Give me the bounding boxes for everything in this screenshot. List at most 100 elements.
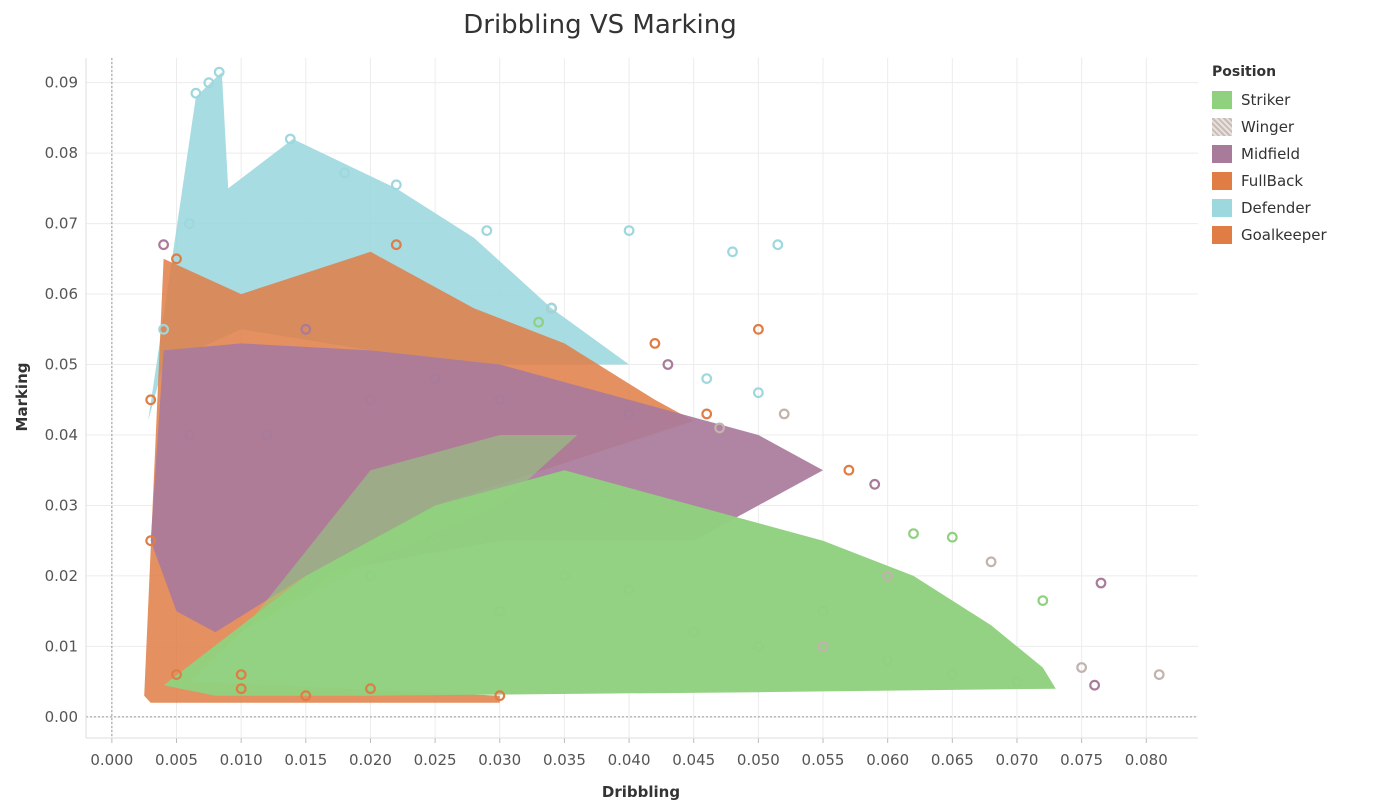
point-defender — [390, 179, 402, 191]
legend-item-goalkeeper[interactable]: Goalkeeper — [1212, 221, 1327, 248]
legend-swatch — [1212, 171, 1232, 190]
point-fullback — [145, 394, 157, 406]
chart-title: Dribbling VS Marking — [463, 10, 737, 40]
x-tick-label: 0.050 — [737, 751, 780, 769]
point-defender — [158, 323, 170, 335]
x-tick-label: 0.020 — [349, 751, 392, 769]
point-midfield — [183, 429, 195, 441]
legend-swatch — [1212, 144, 1232, 163]
legend-swatch — [1212, 198, 1232, 217]
y-tick-label: 0.06 — [45, 285, 78, 303]
point-striker — [623, 584, 635, 596]
point-fullback — [171, 253, 182, 265]
y-tick-label: 0.00 — [45, 708, 78, 726]
legend-label: Winger — [1241, 117, 1295, 136]
x-tick-label: 0.075 — [1060, 751, 1103, 769]
point-midfield — [429, 373, 441, 385]
x-tick-label: 0.000 — [90, 751, 133, 769]
legend-label: FullBack — [1241, 171, 1304, 190]
point-winger — [1076, 662, 1087, 673]
point-midfield — [662, 359, 674, 370]
legend-label: Midfield — [1241, 144, 1300, 163]
point-cloud-striker — [241, 435, 578, 633]
point-fullback — [701, 408, 713, 420]
point-defender — [284, 133, 296, 145]
legend-swatch — [1212, 225, 1232, 244]
legend-item-midfield[interactable]: Midfield — [1212, 140, 1327, 167]
point-midfield — [623, 408, 635, 420]
x-tick-label: 0.025 — [414, 751, 457, 769]
x-tick-label: 0.010 — [220, 751, 263, 769]
point-striker — [882, 655, 894, 666]
point-defender — [772, 239, 784, 251]
point-clouds — [144, 72, 1056, 703]
point-winger — [985, 556, 997, 568]
y-axis-label: Marking — [13, 363, 31, 432]
x-axis-label: Dribbling — [602, 783, 680, 801]
y-tick-label: 0.03 — [45, 496, 78, 514]
point-winger — [778, 408, 790, 420]
point-striker — [688, 626, 700, 638]
point-midfield — [261, 429, 273, 441]
point-defender — [203, 77, 215, 89]
x-tick-label: 0.005 — [155, 751, 198, 769]
point-midfield — [869, 478, 881, 490]
x-tick-label: 0.045 — [672, 751, 715, 769]
point-defender — [546, 302, 557, 314]
point-midfield — [494, 394, 506, 406]
point-striker — [1011, 676, 1023, 687]
point-goalkeeper — [300, 690, 312, 702]
point-winger — [817, 641, 829, 652]
point-striker — [946, 531, 958, 543]
point-midfield — [300, 323, 312, 335]
point-winger — [1153, 669, 1165, 680]
point-striker — [597, 500, 609, 511]
point-defender — [481, 225, 493, 237]
point-goalkeeper — [235, 683, 247, 695]
x-tick-label: 0.030 — [478, 751, 521, 769]
point-winger — [714, 422, 725, 434]
x-tick-label: 0.060 — [866, 751, 909, 769]
point-goalkeeper — [171, 669, 182, 680]
point-striker — [946, 669, 958, 680]
point-striker — [429, 535, 441, 547]
point-striker — [533, 316, 544, 328]
point-midfield — [1095, 577, 1107, 589]
point-defender — [339, 167, 351, 179]
legend-label: Defender — [1241, 198, 1311, 217]
point-defender — [623, 225, 635, 237]
point-striker — [559, 570, 570, 582]
legend: Position Striker Winger Midfield FullBack De… — [1212, 62, 1327, 248]
point-fullback — [390, 239, 402, 251]
point-cloud-striker — [163, 470, 1056, 696]
legend-item-defender[interactable]: Defender — [1212, 194, 1327, 221]
point-striker — [753, 641, 764, 652]
y-tick-label: 0.02 — [45, 567, 78, 585]
data-points — [145, 66, 1165, 702]
point-fullback — [753, 323, 764, 335]
x-tick-label: 0.040 — [608, 751, 651, 769]
y-tick-label: 0.01 — [45, 637, 78, 655]
point-defender — [701, 373, 713, 385]
y-tick-label: 0.07 — [45, 215, 78, 233]
point-striker — [300, 584, 312, 596]
y-tick-label: 0.08 — [45, 144, 78, 162]
point-fullback — [494, 690, 506, 702]
axes: 0.000 0.005 0.010 0.015 0.020 0.025 0.030 0.035… — [45, 58, 1198, 769]
legend-item-fullback[interactable]: FullBack — [1212, 167, 1327, 194]
point-fullback — [649, 338, 661, 349]
point-defender — [213, 66, 225, 78]
legend-title: Position — [1212, 64, 1277, 80]
point-midfield — [1089, 679, 1100, 691]
legend-label: Striker — [1241, 90, 1291, 109]
x-tick-label: 0.035 — [543, 751, 586, 769]
y-tick-label: 0.04 — [45, 426, 78, 444]
point-striker — [908, 528, 919, 539]
point-midfield — [365, 394, 376, 406]
x-tick-label: 0.055 — [802, 751, 845, 769]
legend-item-winger[interactable]: Winger — [1212, 113, 1327, 140]
point-midfield — [158, 239, 170, 251]
legend-item-striker[interactable]: Striker — [1212, 86, 1327, 113]
legend-swatch — [1212, 90, 1232, 109]
scatter-plot: 0.000 0.005 0.010 0.015 0.020 0.025 0.030 0.035… — [13, 58, 1198, 801]
